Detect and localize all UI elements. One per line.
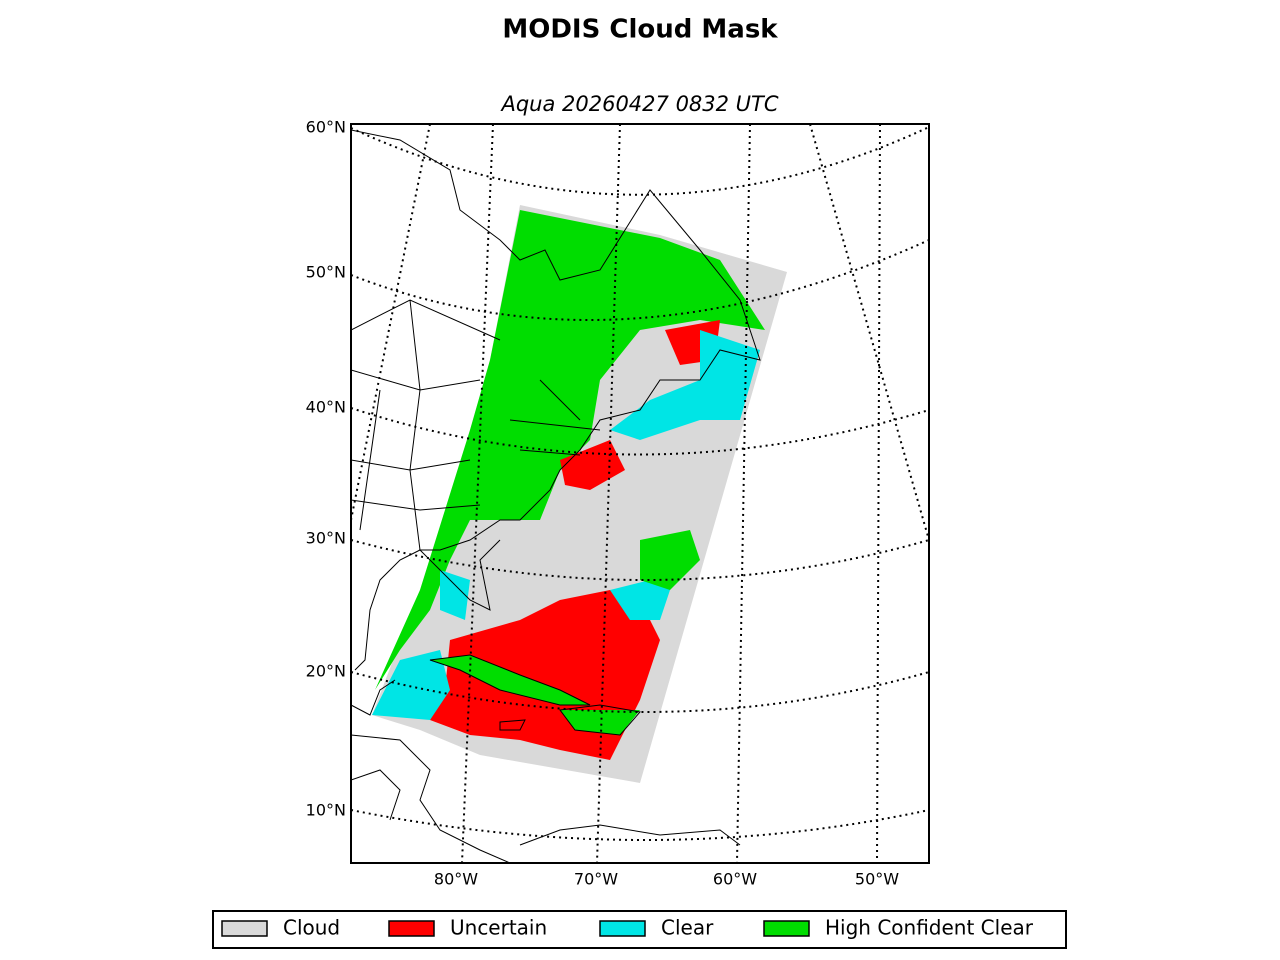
swath-clear bbox=[372, 330, 760, 720]
swath-clear-high bbox=[375, 210, 765, 690]
lat-label: 30°N bbox=[306, 529, 346, 548]
legend-swatch bbox=[221, 920, 268, 937]
swath-clear-high-2 bbox=[430, 530, 700, 735]
legend-items: Cloud Uncertain Clear High Confident Clear bbox=[221, 916, 1034, 940]
legend-label: Cloud bbox=[283, 916, 340, 940]
coastline bbox=[351, 129, 761, 611]
lat-label: 10°N bbox=[306, 801, 346, 820]
lat-label: 20°N bbox=[306, 662, 346, 681]
legend-swatch bbox=[763, 920, 810, 937]
legend-swatch bbox=[599, 920, 646, 937]
legend-label: Clear bbox=[661, 916, 714, 940]
coastline-central-america bbox=[351, 734, 741, 863]
lat-label: 40°N bbox=[306, 398, 346, 417]
swath-uncertain-2 bbox=[560, 320, 720, 490]
map-area bbox=[351, 124, 929, 863]
legend-label: High Confident Clear bbox=[825, 916, 1034, 940]
subtitle: Aqua 20260427 0832 UTC bbox=[499, 92, 778, 116]
lon-label: 80°W bbox=[434, 870, 478, 889]
map-frame bbox=[350, 123, 930, 864]
lon-labels: 80°W 70°W 60°W 50°W bbox=[434, 870, 899, 889]
legend-label: Uncertain bbox=[450, 916, 547, 940]
lat-labels: 60°N 50°N 40°N 30°N 20°N 10°N bbox=[306, 118, 346, 820]
legend-swatch bbox=[388, 920, 435, 937]
lon-label: 50°W bbox=[855, 870, 899, 889]
lat-label: 60°N bbox=[306, 118, 346, 137]
lon-label: 70°W bbox=[574, 870, 618, 889]
borders bbox=[351, 299, 601, 551]
lat-label: 50°N bbox=[306, 263, 346, 282]
coastline-cuba bbox=[429, 654, 641, 736]
graticule bbox=[351, 124, 929, 863]
coastline-gulf bbox=[351, 549, 421, 716]
lon-label: 60°W bbox=[713, 870, 757, 889]
title: MODIS Cloud Mask bbox=[502, 15, 778, 45]
